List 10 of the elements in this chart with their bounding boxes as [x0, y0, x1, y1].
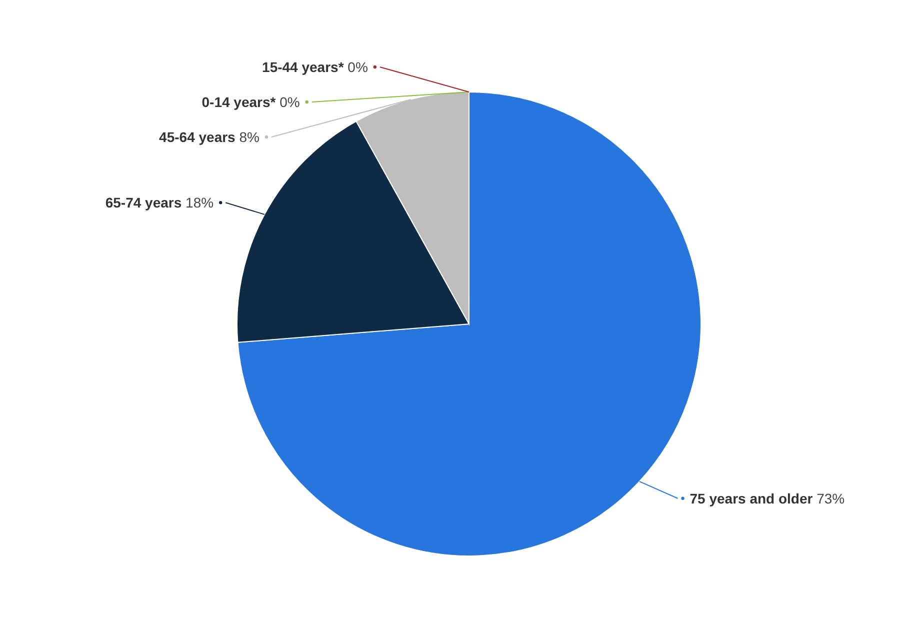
data-label: 18% [182, 194, 214, 211]
data-label: 8% [235, 128, 260, 145]
legend-label: 15-44 years* [262, 58, 344, 75]
slice-label: 65-74 years [105, 194, 182, 211]
legend-label: 0-14 years* [202, 94, 276, 110]
text: 0% [348, 58, 368, 75]
slice-label: 75 years and older [690, 490, 814, 506]
legend-label: 45-64 years [159, 128, 236, 145]
data-label: 73% [812, 490, 845, 506]
text: 0% [280, 94, 300, 110]
